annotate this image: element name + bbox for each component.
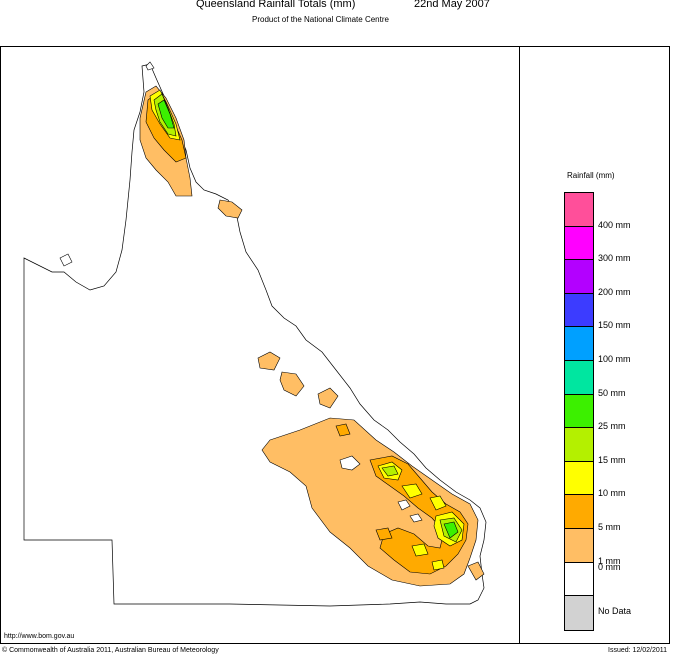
legend-label: 5 mm: [598, 522, 621, 532]
legend-label: 1 mm: [598, 555, 621, 566]
legend-swatch: [565, 596, 593, 630]
legend-swatch: [565, 226, 593, 261]
rain-zone-25mm: [157, 99, 459, 539]
legend-swatch: [565, 394, 593, 429]
legend-label: 300 mm: [598, 253, 631, 264]
legend-label: 15 mm: [598, 454, 626, 465]
map-date: 22nd May 2007: [414, 0, 490, 10]
legend-swatch: [565, 562, 593, 597]
legend-swatch: [565, 193, 593, 227]
legend-swatch: [565, 327, 593, 361]
footer-issued: Issued: 12/02/2011: [608, 647, 668, 654]
footer-url[interactable]: http://www.bom.gov.au: [4, 633, 75, 640]
map-frame: [0, 46, 670, 644]
map-title: Queensland Rainfall Totals (mm): [196, 0, 356, 10]
legend-swatch: [565, 528, 593, 563]
legend-swatch: [565, 461, 593, 496]
rainfall-legend: [564, 192, 594, 631]
legend-label: 100 mm: [598, 354, 631, 364]
legend-label: 50 mm: [598, 387, 626, 398]
legend-swatch: [565, 260, 593, 294]
footer-copyright: © Commonwealth of Australia 2011, Austra…: [2, 647, 219, 654]
legend-label: 10 mm: [598, 488, 626, 499]
legend-swatch: [565, 495, 593, 529]
map-title-bar: Queensland Rainfall Totals (mm) 22nd May…: [0, 0, 674, 14]
rain-zone-0mm-holes: [339, 455, 423, 523]
legend-label: 0 mm: [598, 561, 621, 572]
legend-label: 200 mm: [598, 286, 631, 297]
map-subtitle: Product of the National Climate Centre: [252, 15, 389, 24]
legend-label: 150 mm: [598, 320, 631, 331]
legend-divider: [519, 46, 520, 644]
legend-title: Rainfall (mm): [567, 171, 615, 180]
queensland-rainfall-map: [23, 61, 487, 607]
legend-label: No Data: [598, 606, 632, 617]
legend-swatch: [565, 428, 593, 462]
legend-label: 25 mm: [598, 421, 626, 432]
legend-swatch: [565, 293, 593, 328]
legend-label: 400 mm: [598, 219, 631, 230]
legend-swatch: [565, 360, 593, 395]
gulf-islands: [59, 61, 155, 267]
